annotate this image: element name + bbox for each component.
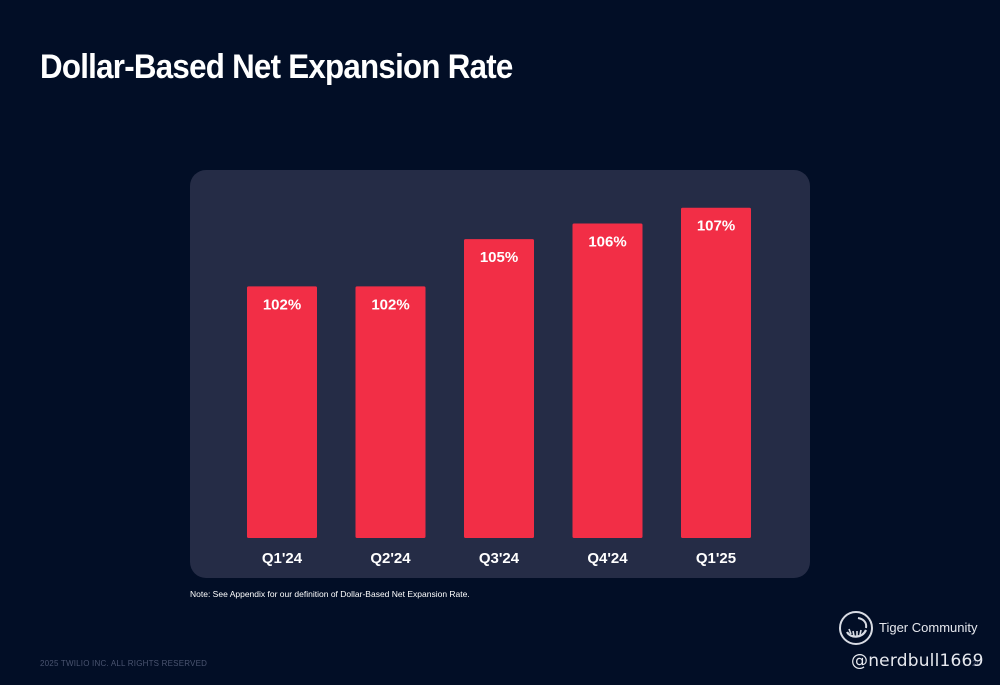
bar-3 (572, 223, 643, 539)
watermark-brand: Tiger Community (879, 620, 978, 635)
x-tick-label-3: Q4'24 (587, 550, 628, 567)
bar-1 (355, 286, 426, 538)
x-tick-label-1: Q2'24 (370, 550, 411, 567)
copyright-footer: 2025 TWILIO INC. ALL RIGHTS RESERVED (40, 659, 208, 668)
data-label-2: 105% (480, 249, 518, 266)
x-tick-label-2: Q3'24 (479, 550, 520, 567)
data-label-1: 102% (371, 296, 409, 313)
bar-2 (464, 239, 534, 538)
page-title: Dollar-Based Net Expansion Rate (40, 48, 513, 86)
chart-panel: 102% Q1'24 102% Q2'24 105% Q3'24 106% Q4'24 107%… (190, 170, 810, 578)
x-tick-label-0: Q1'24 (262, 550, 303, 567)
tiger-community-logo-icon (839, 611, 873, 645)
watermark-handle: @nerdbull1669 (851, 651, 984, 671)
data-label-0: 102% (263, 296, 301, 313)
bar-chart: 102% Q1'24 102% Q2'24 105% Q3'24 106% Q4'24 107%… (247, 207, 751, 567)
bar-0 (247, 286, 317, 538)
data-label-3: 106% (588, 233, 626, 250)
x-tick-label-4: Q1'25 (696, 550, 736, 567)
bar-4 (681, 207, 751, 538)
data-label-4: 107% (697, 218, 735, 235)
page-number: 20 (972, 659, 981, 668)
chart-note: Note: See Appendix for our definition of… (190, 589, 470, 599)
